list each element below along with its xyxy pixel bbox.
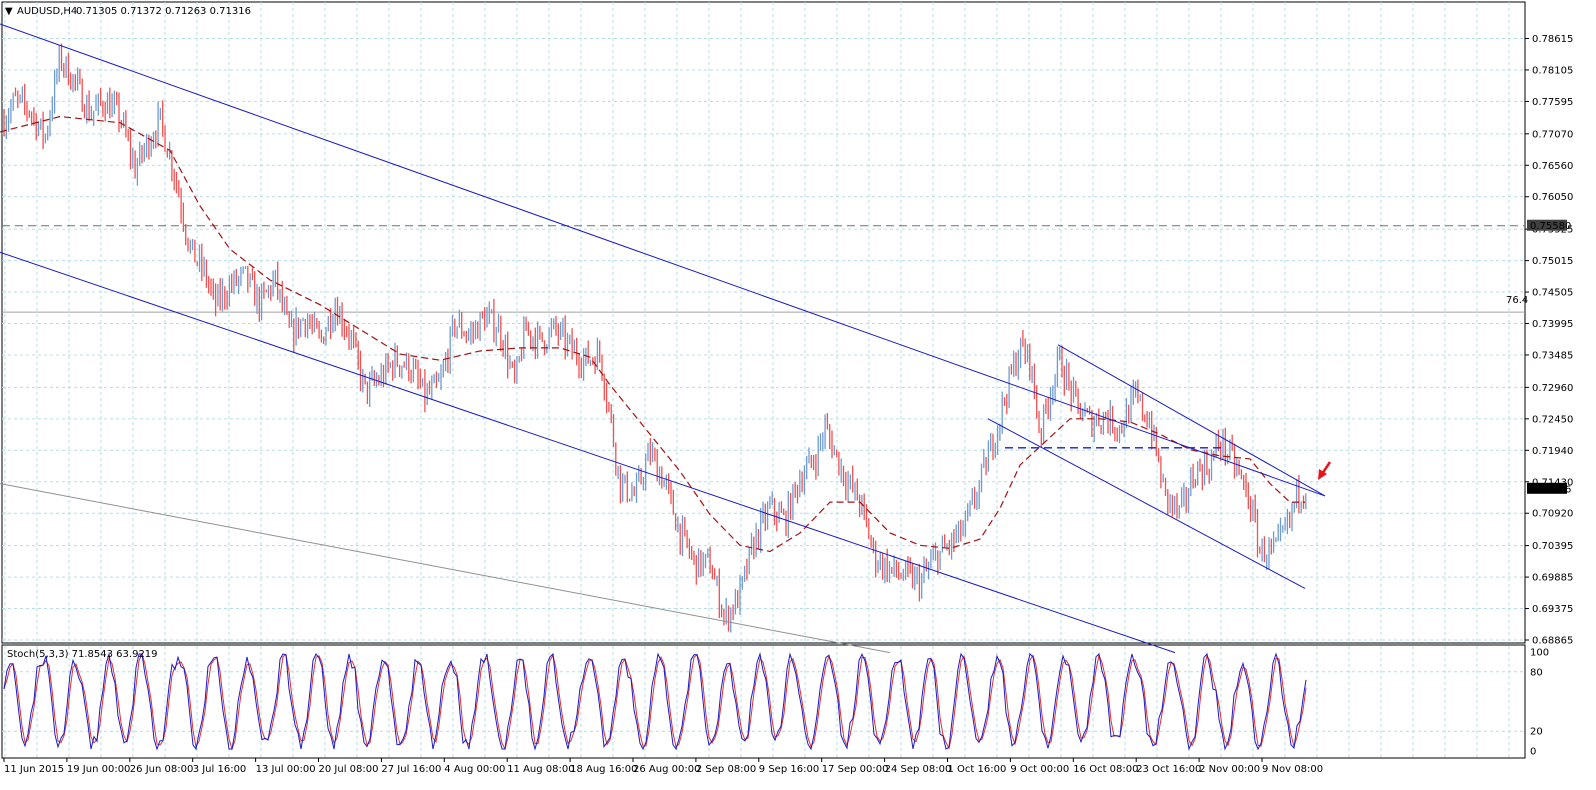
price-tick-label: 0.69375: [1532, 604, 1573, 615]
time-tick-label: 20 Jul 08:00: [319, 764, 379, 775]
time-tick-label: 11 Aug 08:00: [507, 764, 574, 775]
svg-text:0.71316: 0.71316: [1530, 484, 1571, 495]
time-tick-label: 9 Sep 16:00: [759, 764, 819, 775]
time-tick-label: 18 Aug 16:00: [570, 764, 637, 775]
stoch-main-line: [3, 652, 1307, 751]
price-tick-label: 0.72450: [1532, 414, 1573, 425]
price-tick-label: 0.73485: [1532, 350, 1573, 361]
indicator-tick-label: 100: [1530, 648, 1549, 659]
stochastic-lines: [3, 652, 1307, 751]
price-tick-label: 0.76050: [1532, 192, 1573, 203]
symbol-label: AUDUSD,H4: [17, 6, 77, 17]
current-price-label: 0.71316: [1527, 482, 1571, 495]
time-tick-label: 1 Oct 16:00: [948, 764, 1007, 775]
indicator-tick-label: 20: [1530, 727, 1543, 738]
time-tick-label: 13 Jul 00:00: [256, 764, 316, 775]
svg-text:0.75580: 0.75580: [1530, 221, 1571, 232]
price-tick-label: 0.74505: [1532, 288, 1573, 299]
moving-average-line: [0, 115, 1305, 553]
price-tick-label: 0.71940: [1532, 446, 1573, 457]
moving-average: [0, 115, 1305, 553]
time-tick-label: 27 Jul 16:00: [381, 764, 441, 775]
price-grid: [2, 2, 1525, 643]
time-tick-label: 9 Oct 00:00: [1010, 764, 1069, 775]
indicator-area[interactable]: [1, 644, 1526, 759]
indicator-tick-label: 0: [1530, 747, 1536, 758]
indicator-grid: [2, 646, 1525, 757]
indicator-axis: 100 80 20 0: [1530, 648, 1549, 758]
price-tick-label: 0.73995: [1532, 319, 1573, 330]
trend-line-lower-main: [0, 251, 1176, 654]
time-tick-label: 3 Jul 16:00: [193, 764, 247, 775]
time-tick-label: 9 Nov 08:00: [1262, 764, 1323, 775]
price-tick-label: 0.77070: [1532, 129, 1573, 140]
price-axis[interactable]: 0.78615 0.78105 0.77595 0.77070 0.76560 0.760…: [1525, 34, 1573, 647]
main-chart-area[interactable]: [1, 1, 1526, 644]
price-tick-label: 0.68865: [1532, 636, 1573, 647]
price-tick-label: 0.77595: [1532, 97, 1573, 108]
triangle-down-icon[interactable]: ▼: [5, 6, 13, 17]
fib-level-label: 76.4: [1506, 295, 1528, 306]
price-tick-label: 0.70920: [1532, 509, 1573, 520]
price-tick-label: 0.78105: [1532, 65, 1573, 76]
stochastic-label: Stoch(5,3,3) 71.8543 63.9219: [7, 649, 158, 660]
price-tick-label: 0.69885: [1532, 573, 1573, 584]
time-tick-label: 11 Jun 2015: [4, 764, 64, 775]
trend-line-upper-small: [1057, 344, 1326, 497]
time-tick-label: 17 Sep 00:00: [822, 764, 889, 775]
price-tick-label: 0.70395: [1532, 541, 1573, 552]
trend-line-lower-small: [987, 418, 1306, 589]
time-tick-label: 23 Oct 16:00: [1136, 764, 1201, 775]
price-tick-label: 0.75015: [1532, 256, 1573, 267]
trend-line-upper-main: [0, 23, 1326, 497]
time-tick-label: 19 Jun 00:00: [67, 764, 131, 775]
time-tick-label: 16 Oct 08:00: [1073, 764, 1138, 775]
price-tick-label: 0.72960: [1532, 383, 1573, 394]
trend-line-long-trend: [0, 483, 891, 654]
price-tick-label: 0.78615: [1532, 34, 1573, 45]
time-tick-label: 4 Aug 00:00: [444, 764, 505, 775]
arrow-down-left-icon: [1318, 461, 1332, 480]
price-candles: [3, 43, 1307, 633]
time-tick-label: 26 Jun 08:00: [130, 764, 194, 775]
stoch-signal-line: [3, 652, 1307, 751]
time-tick-label: 24 Sep 08:00: [885, 764, 952, 775]
quote-values: 0.71305 0.71372 0.71263 0.71316: [76, 6, 251, 17]
trend-lines[interactable]: [0, 23, 1326, 654]
level-price-label: 0.75580: [1527, 219, 1571, 232]
time-tick-label: 2 Nov 00:00: [1199, 764, 1260, 775]
time-tick-label: 2 Sep 08:00: [696, 764, 756, 775]
indicator-tick-label: 80: [1530, 667, 1543, 678]
time-axis[interactable]: 11 Jun 2015 19 Jun 00:00 26 Jun 08:00 3 Jul…: [3, 758, 1323, 775]
price-tick-label: 0.76560: [1532, 161, 1573, 172]
time-tick-label: 26 Aug 00:00: [633, 764, 700, 775]
price-tick-label: 0.71430: [1532, 477, 1573, 488]
